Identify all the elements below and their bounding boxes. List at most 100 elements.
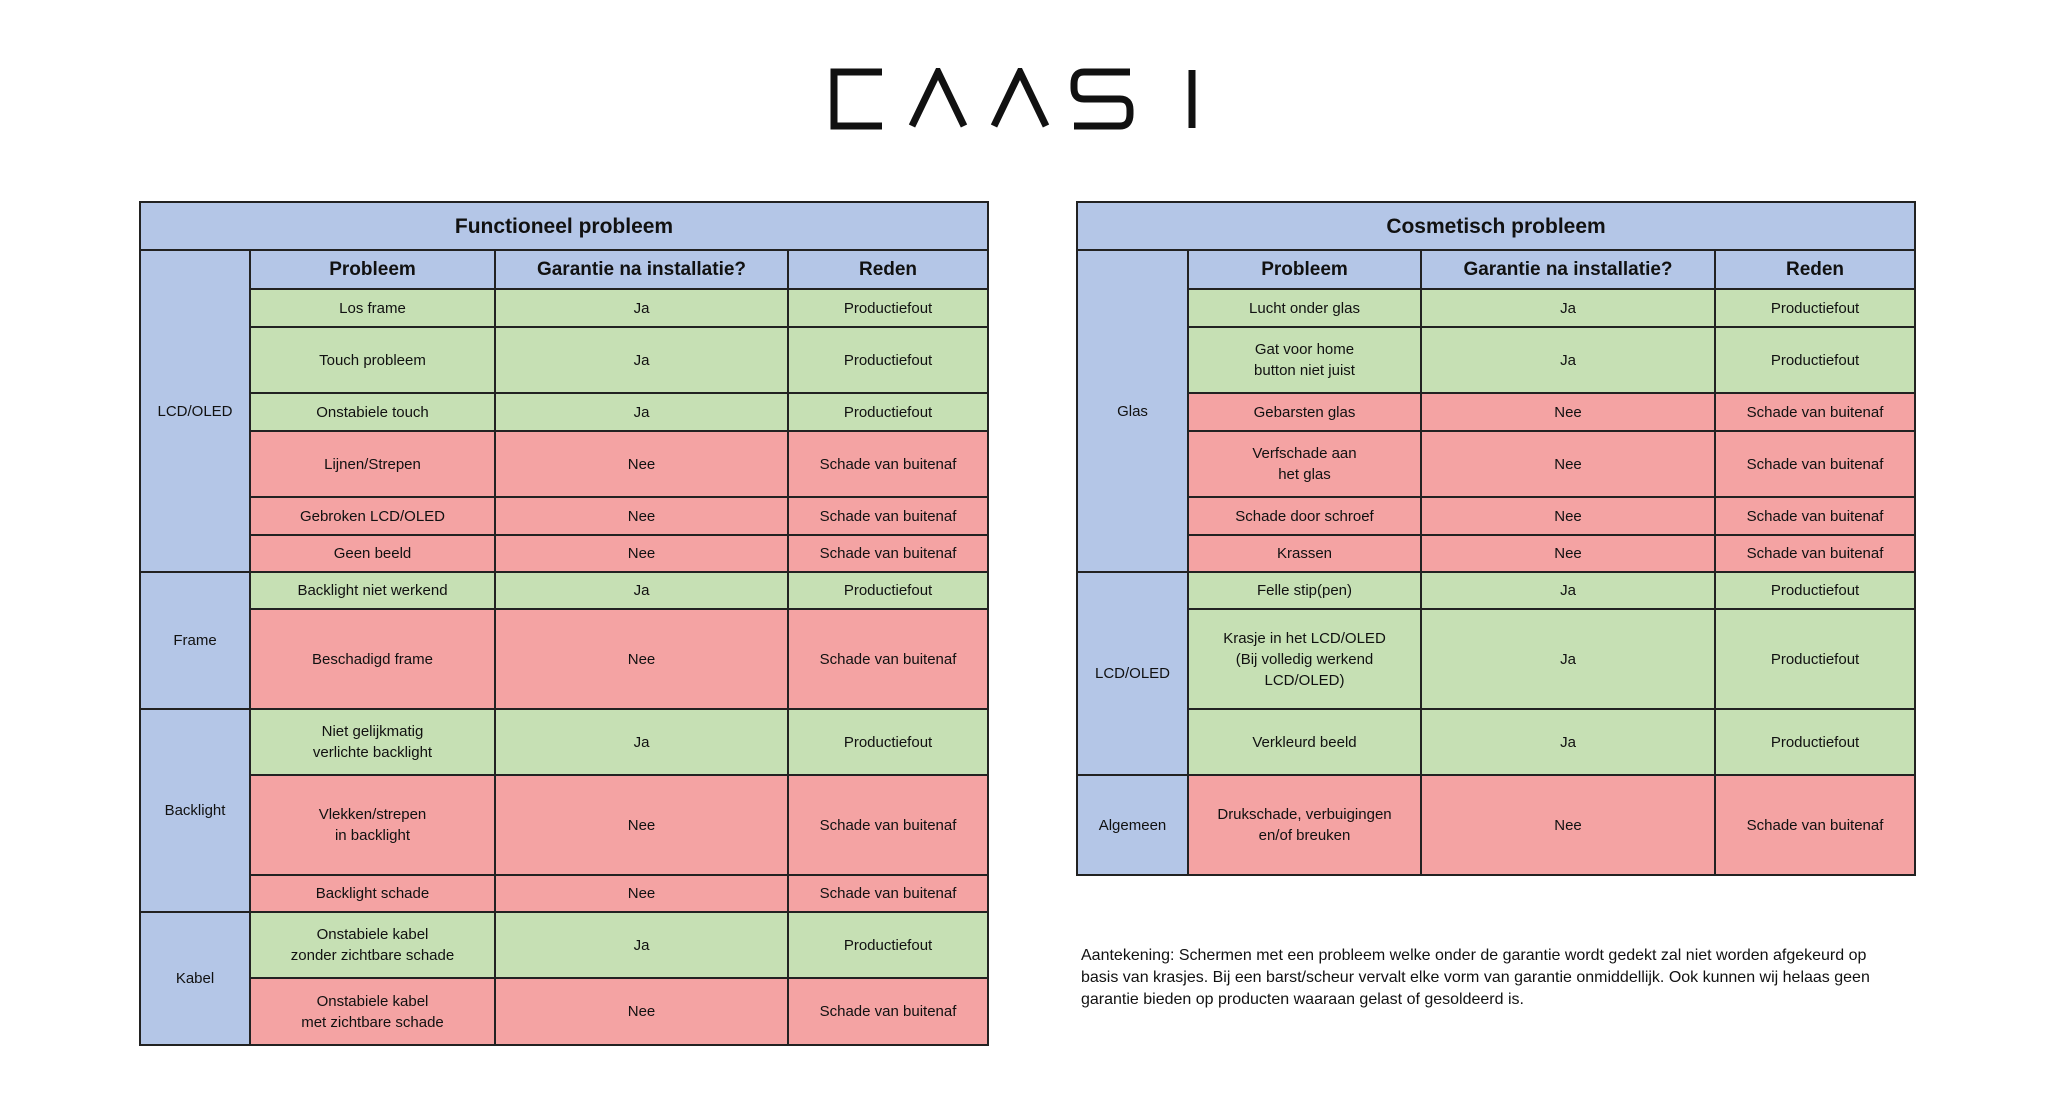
table-row: Onstabiele touch Ja Productiefout: [140, 392, 990, 432]
problem-cell: Geen beeld: [249, 534, 496, 573]
table-row: Kabel Onstabiele kabel zonder zichtbare …: [139, 911, 990, 1046]
cosmetic-problem-table: Cosmetisch probleem Glas Probleem Garant…: [1075, 201, 1917, 876]
category-lcd-oled: LCD/OLED: [1076, 571, 1189, 776]
caasi-logo: [830, 68, 1200, 130]
reason-cell: Schade van buitenaf: [1713, 534, 1917, 573]
table-row: Touch probleem Ja Productiefout: [140, 326, 990, 394]
table-row: Onstabiele kabel met zichtbare schade Ne…: [140, 977, 990, 1046]
warranty-cell: Nee: [494, 977, 789, 1046]
category-kabel: Kabel: [139, 911, 251, 1046]
table-row: Los frame Ja Productiefout: [140, 288, 990, 328]
problem-cell: Lijnen/Strepen: [249, 430, 496, 498]
table-row: Frame Backlight niet werkend Ja Producti…: [139, 571, 990, 710]
problem-cell: Gebroken LCD/OLED: [249, 496, 496, 536]
table-row: Schade door schroef Nee Schade van buite…: [1077, 496, 1917, 536]
warranty-cell: Ja: [1420, 708, 1716, 776]
problem-cell: Vlekken/strepen in backlight: [249, 774, 496, 876]
column-header-reason: Reden: [1713, 249, 1917, 290]
reason-cell: Productiefout: [786, 288, 990, 328]
reason-cell: Productiefout: [1713, 288, 1917, 328]
warranty-cell: Ja: [494, 571, 789, 610]
table-row: LCD/OLED Felle stip(pen) Ja Productiefou…: [1076, 571, 1917, 776]
table-row: Lucht onder glas Ja Productiefout: [1077, 288, 1917, 328]
problem-cell: Onstabiele touch: [249, 392, 496, 432]
category-backlight: Backlight: [139, 708, 251, 913]
category-glas: Glas: [1076, 249, 1189, 573]
warranty-cell: Ja: [494, 288, 789, 328]
table-row: Algemeen Drukschade, verbuigingen en/of …: [1076, 774, 1917, 876]
reason-cell: Schade van buitenaf: [786, 774, 990, 876]
reason-cell: Schade van buitenaf: [786, 430, 990, 498]
table-row: Vlekken/strepen in backlight Nee Schade …: [140, 774, 990, 876]
reason-cell: Productiefout: [786, 708, 990, 776]
problem-cell: Gebarsten glas: [1187, 392, 1422, 432]
cosmetic-table-title: Cosmetisch probleem: [1075, 201, 1917, 251]
warranty-cell: Ja: [494, 911, 789, 979]
warranty-cell: Nee: [494, 496, 789, 536]
table-row: Backlight schade Nee Schade van buitenaf: [140, 874, 990, 913]
problem-cell: Krassen: [1187, 534, 1422, 573]
warranty-cell: Nee: [494, 430, 789, 498]
problem-cell: Niet gelijkmatig verlichte backlight: [249, 708, 496, 776]
category-algemeen: Algemeen: [1076, 774, 1189, 876]
table-row: Gebarsten glas Nee Schade van buitenaf: [1077, 392, 1917, 432]
table-row: Gat voor home button niet juist Ja Produ…: [1077, 326, 1917, 394]
problem-cell: Verkleurd beeld: [1187, 708, 1422, 776]
problem-cell: Onstabiele kabel met zichtbare schade: [249, 977, 496, 1046]
reason-cell: Schade van buitenaf: [786, 977, 990, 1046]
problem-cell: Verfschade aan het glas: [1187, 430, 1422, 498]
reason-cell: Productiefout: [1713, 708, 1917, 776]
warranty-cell: Nee: [1420, 774, 1716, 876]
reason-cell: Productiefout: [786, 392, 990, 432]
warranty-cell: Nee: [1420, 534, 1716, 573]
problem-cell: Onstabiele kabel zonder zichtbare schade: [249, 911, 496, 979]
problem-cell: Drukschade, verbuigingen en/of breuken: [1187, 774, 1422, 876]
warranty-cell: Nee: [494, 774, 789, 876]
table-row: Krassen Nee Schade van buitenaf: [1077, 534, 1917, 573]
functional-problem-table: Functioneel probleem LCD/OLED Probleem G…: [138, 201, 990, 1046]
column-header-problem: Probleem: [1187, 249, 1422, 290]
reason-cell: Schade van buitenaf: [786, 496, 990, 536]
table-row: Geen beeld Nee Schade van buitenaf: [140, 534, 990, 573]
table-row: Verfschade aan het glas Nee Schade van b…: [1077, 430, 1917, 498]
warranty-cell: Nee: [1420, 430, 1716, 498]
problem-cell: Touch probleem: [249, 326, 496, 394]
warranty-cell: Ja: [1420, 326, 1716, 394]
warranty-cell: Ja: [1420, 608, 1716, 710]
reason-cell: Productiefout: [786, 911, 990, 979]
problem-cell: Los frame: [249, 288, 496, 328]
annotation-note: Aantekening: Schermen met een probleem w…: [1081, 947, 1870, 1008]
column-header-problem: Probleem: [249, 249, 496, 290]
problem-cell: Felle stip(pen): [1187, 571, 1422, 610]
warranty-cell: Nee: [494, 874, 789, 913]
category-lcd-oled: LCD/OLED: [139, 249, 251, 573]
warranty-cell: Ja: [494, 326, 789, 394]
column-header-reason: Reden: [786, 249, 990, 290]
reason-cell: Schade van buitenaf: [786, 608, 990, 710]
problem-cell: Krasje in het LCD/OLED (Bij volledig wer…: [1187, 608, 1422, 710]
table-row: Krasje in het LCD/OLED (Bij volledig wer…: [1077, 608, 1917, 710]
reason-cell: Schade van buitenaf: [786, 874, 990, 913]
problem-cell: Schade door schroef: [1187, 496, 1422, 536]
reason-cell: Schade van buitenaf: [1713, 774, 1917, 876]
reason-cell: Schade van buitenaf: [1713, 430, 1917, 498]
warranty-cell: Ja: [1420, 571, 1716, 610]
table-row: Lijnen/Strepen Nee Schade van buitenaf: [140, 430, 990, 498]
warranty-cell: Nee: [1420, 392, 1716, 432]
warranty-cell: Ja: [494, 708, 789, 776]
problem-cell: Backlight schade: [249, 874, 496, 913]
table-row: Beschadigd frame Nee Schade van buitenaf: [140, 608, 990, 710]
category-frame: Frame: [139, 571, 251, 710]
table-row: Gebroken LCD/OLED Nee Schade van buitena…: [140, 496, 990, 536]
problem-cell: Backlight niet werkend: [249, 571, 496, 610]
warranty-cell: Nee: [1420, 496, 1716, 536]
column-header-warranty: Garantie na installatie?: [1420, 249, 1716, 290]
reason-cell: Schade van buitenaf: [1713, 496, 1917, 536]
table-row: Verkleurd beeld Ja Productiefout: [1077, 708, 1917, 776]
reason-cell: Schade van buitenaf: [1713, 392, 1917, 432]
functional-table-title: Functioneel probleem: [138, 201, 990, 251]
reason-cell: Productiefout: [1713, 608, 1917, 710]
warranty-cell: Ja: [494, 392, 789, 432]
problem-cell: Beschadigd frame: [249, 608, 496, 710]
warranty-cell: Nee: [494, 608, 789, 710]
